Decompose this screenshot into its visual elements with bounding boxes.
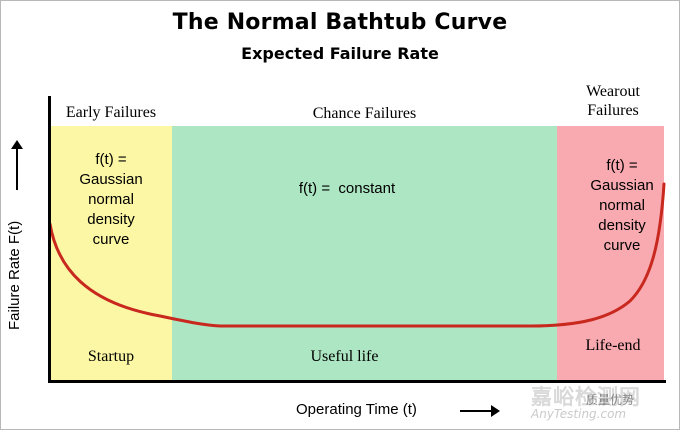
- formula-line: normal: [88, 191, 134, 208]
- phase-life-end: Life-end: [585, 337, 641, 354]
- formula-line: density: [598, 217, 646, 234]
- y-axis-label: Failure Rate F(t): [6, 220, 23, 330]
- zone-header-wearout: Wearout Failures: [557, 82, 669, 120]
- zone-early-failures: [50, 126, 172, 381]
- formula-line: f(t) =: [606, 157, 638, 174]
- zone-header-early: Early Failures: [65, 104, 157, 121]
- zone-wearout-failures: [557, 126, 664, 381]
- x-axis-arrow-icon: [460, 405, 500, 417]
- zone-header-wearout-line1: Wearout: [586, 83, 640, 100]
- x-axis-label: Operating Time (t): [296, 401, 417, 418]
- formula-line: f(t) =: [95, 151, 127, 168]
- diagram-subtitle: Expected Failure Rate: [241, 44, 439, 63]
- x-axis-line: [48, 380, 666, 383]
- formula-line: normal: [599, 197, 645, 214]
- bathtub-curve: [48, 182, 666, 328]
- plot-area: Early Failures Chance Failures Wearout F…: [48, 83, 666, 383]
- zone-chance-failures: [172, 126, 557, 381]
- phase-startup: Startup: [87, 348, 135, 365]
- zone-header-wearout-line2: Failures: [587, 102, 639, 119]
- watermark-caption: 质量优势: [586, 393, 635, 407]
- y-axis-arrow-icon: [11, 140, 23, 190]
- zone-header-chance: Chance Failures: [312, 105, 417, 122]
- diagram-title: The Normal Bathtub Curve: [172, 10, 508, 35]
- formula-chance: f(t) = constant: [298, 180, 396, 197]
- formula-line: curve: [92, 231, 130, 248]
- formula-line: Gaussian: [79, 171, 143, 188]
- formula-line: density: [87, 211, 135, 228]
- formula-line: curve: [603, 237, 641, 254]
- formula-line: Gaussian: [590, 177, 654, 194]
- watermark-url: AnyTesting.com: [531, 407, 627, 421]
- formula-early: f(t) = Gaussian normal density curve: [50, 150, 172, 250]
- phase-useful-life: Useful life: [310, 348, 379, 365]
- bathtub-curve-svg: [48, 182, 666, 328]
- formula-wearout: f(t) = Gaussian normal density curve: [557, 156, 680, 256]
- y-axis-line: [48, 96, 51, 383]
- watermark-text: 嘉峪检测网: [531, 385, 641, 409]
